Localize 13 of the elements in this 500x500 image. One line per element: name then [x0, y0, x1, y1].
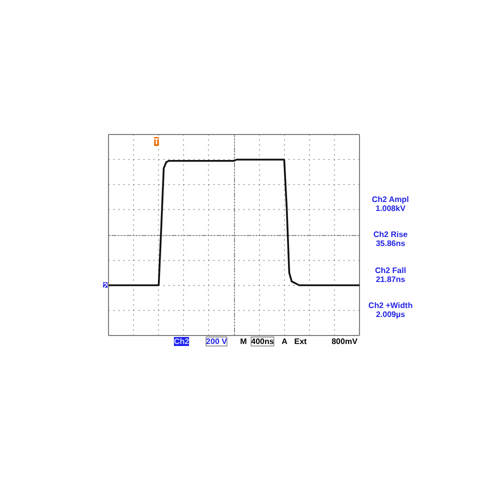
text: 800mV — [332, 337, 358, 346]
text: Ch2 Fall 21.87ns — [374, 266, 406, 284]
text: 400ns — [251, 337, 274, 346]
text: T — [154, 137, 160, 146]
text: A — [282, 337, 288, 346]
text: Ch2 Ampl 1.008kV — [372, 195, 409, 213]
text: Ext — [294, 337, 308, 346]
text: M — [240, 337, 248, 346]
text: Ch2 — [174, 337, 190, 346]
text: 200 V — [206, 337, 228, 346]
text: Ch2 +Width 2.009µs — [368, 301, 413, 319]
text: Ch2 Rise 35.86ns — [373, 230, 408, 248]
annotation: 2 — [103, 281, 108, 290]
